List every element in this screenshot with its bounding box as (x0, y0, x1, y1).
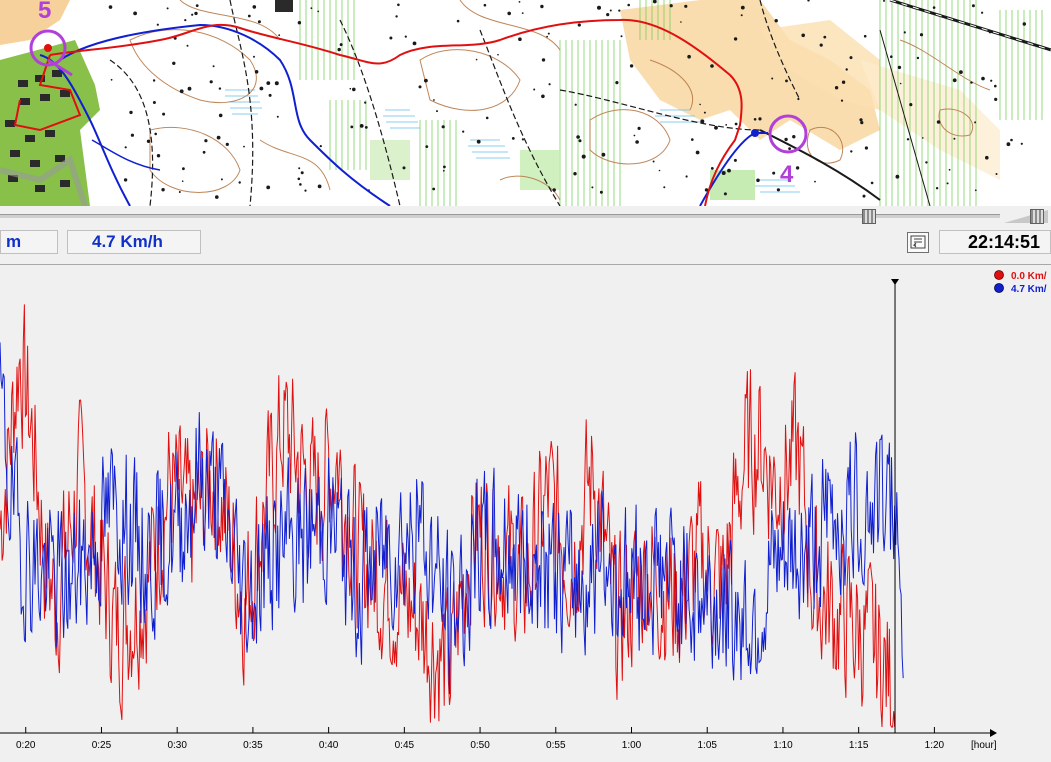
x-tick-label: 1:00 (622, 740, 642, 751)
time-cursor-marker[interactable] (891, 279, 900, 285)
speed-field: 4.7 Km/h (67, 230, 201, 254)
x-tick-label: 0:40 (319, 740, 339, 751)
x-tick-label: 1:15 (849, 740, 869, 751)
time-slider-thumb[interactable] (862, 209, 876, 224)
x-tick-label: 0:30 (167, 740, 187, 751)
info-bar: m 4.7 Km/h 22:14:51 (0, 228, 1051, 265)
distance-field: m (0, 230, 58, 254)
x-axis-arrow (990, 729, 997, 737)
time-slider-track[interactable] (0, 214, 1000, 218)
speed-chart[interactable]: 0:20 0:25 0:30 0:35 0:40 0:45 0:50 0:55 1:00 1:05… (0, 265, 1051, 762)
x-tick-label: 0:25 (92, 740, 112, 751)
chart-legend: 0.0 Km/ 4.7 Km/ (994, 270, 1047, 295)
legend-label-red: 0.0 Km/ (1011, 271, 1047, 282)
x-axis-unit-label: [hour] (971, 740, 997, 751)
series-line-blue (0, 342, 904, 695)
x-tick-label: 0:45 (395, 740, 415, 751)
control-number-5: 5 (38, 0, 51, 24)
time-slider-bar[interactable] (0, 206, 1051, 228)
x-tick-label: 1:20 (925, 740, 945, 751)
x-tick-label: 0:35 (243, 740, 263, 751)
orienteering-map[interactable]: 5 4 (0, 0, 1051, 206)
zoom-slider-thumb[interactable] (1030, 209, 1044, 224)
export-button[interactable] (907, 232, 929, 253)
control-number-4: 4 (780, 161, 794, 188)
clock-time-field: 22:14:51 (939, 230, 1051, 254)
legend-marker-red (994, 270, 1004, 280)
x-tick-label: 1:10 (773, 740, 793, 751)
legend-label-blue: 4.7 Km/ (1011, 284, 1047, 295)
legend-marker-blue (994, 283, 1004, 293)
x-tick-label: 0:50 (470, 740, 490, 751)
x-tick-label: 1:05 (697, 740, 717, 751)
x-tick-label: 0:55 (546, 740, 566, 751)
control-circle-4 (768, 114, 808, 154)
x-tick-label: 0:20 (16, 740, 36, 751)
export-icon (910, 235, 926, 249)
control-circle-5 (29, 29, 67, 67)
